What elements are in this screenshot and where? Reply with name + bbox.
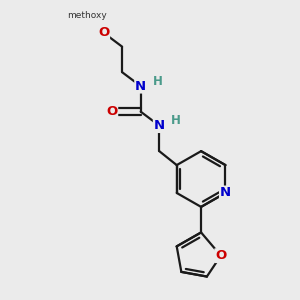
Text: O: O <box>98 26 109 39</box>
Text: H: H <box>152 74 162 88</box>
Text: N: N <box>154 119 165 132</box>
Text: N: N <box>135 80 146 93</box>
Text: O: O <box>106 105 117 118</box>
Text: methoxy: methoxy <box>68 11 107 20</box>
Text: O: O <box>215 249 226 262</box>
Text: N: N <box>220 187 231 200</box>
Text: H: H <box>171 114 181 127</box>
